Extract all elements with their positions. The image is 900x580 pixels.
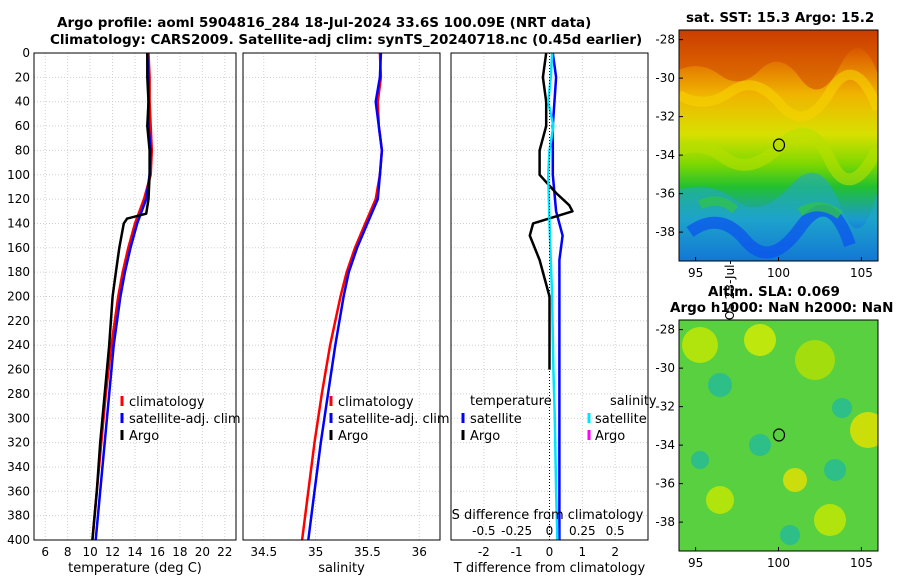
diff-legend-title-salinity: salinity (610, 394, 657, 409)
depth-tick-label: 280 (7, 387, 30, 401)
diff-axes-box (450, 52, 649, 541)
depth-tick-label: 160 (7, 241, 30, 255)
depth-tick-label: 340 (7, 460, 30, 474)
diff-xtick-label: 2 (611, 545, 619, 559)
sst-ytick-label: -30 (655, 71, 675, 85)
temp-axes-box (33, 52, 237, 541)
diff-legend-label: satellite (470, 412, 522, 427)
sst-ytick-label: -28 (655, 33, 675, 47)
temp-legend-label: Argo (129, 429, 159, 444)
temp-xtick-label: 12 (105, 545, 120, 559)
sal-legend-label: satellite-adj. clim (338, 412, 450, 427)
sla-xtick-label: 105 (850, 556, 873, 570)
diff-legend-label: Argo (470, 429, 500, 444)
depth-tick-label: 120 (7, 192, 30, 206)
depth-tick-label: 180 (7, 265, 30, 279)
depth-tick-label: 20 (15, 70, 30, 84)
sst-ytick-label: -38 (655, 225, 675, 239)
sla-ytick-label: -34 (655, 438, 675, 452)
diff-xtick-label: 1 (579, 545, 587, 559)
diff-legend-title-temperature: temperature (470, 394, 552, 409)
temp-xtick-label: 20 (195, 545, 210, 559)
diff-series-s-satellite (546, 52, 559, 541)
temp-xtick-label: 18 (172, 545, 187, 559)
sst-map (679, 30, 878, 261)
diff-s-xlabel: S difference from climatology (452, 508, 644, 523)
main-title-line1: Argo profile: aoml 5904816_284 18-Jul-20… (57, 15, 592, 31)
sla-ytick-label: -36 (655, 477, 675, 491)
diff-s-tick-label: 0 (546, 524, 554, 538)
sst-map-title: sat. SST: 15.3 Argo: 15.2 (686, 10, 875, 26)
diff-series-t-argo (528, 52, 574, 370)
sst-ytick-label: -36 (655, 187, 675, 201)
temp-xtick-label: 22 (217, 545, 232, 559)
sst-xtick-label: 105 (850, 266, 873, 280)
depth-tick-label: 380 (7, 509, 30, 523)
diff-legend-label: Argo (595, 429, 625, 444)
diff-s-tick-label: 0.25 (569, 524, 596, 538)
sal-xlabel: salinity (318, 561, 365, 576)
sst-ytick-label: -34 (655, 148, 675, 162)
diff-s-tick-label: -0.25 (501, 524, 532, 538)
sla-map (679, 320, 878, 551)
main-title-line2: Climatology: CARS2009. Satellite-adj cli… (50, 32, 643, 48)
sla-xtick-label: 95 (688, 556, 703, 570)
temp-xtick-label: 6 (41, 545, 49, 559)
sal-xtick-label: 34.5 (250, 545, 277, 559)
depth-tick-label: 220 (7, 314, 30, 328)
temp-xtick-label: 10 (82, 545, 97, 559)
sst-xtick-label: 100 (767, 266, 790, 280)
depth-tick-label: 80 (15, 143, 30, 157)
depth-tick-label: 300 (7, 411, 30, 425)
diff-xlabel: T difference from climatology (453, 561, 646, 576)
temp-series-argo (91, 53, 151, 541)
depth-tick-label: 360 (7, 484, 30, 498)
sal-series-satellite-adj-clim (307, 52, 384, 541)
sal-xtick-label: 35.5 (354, 545, 381, 559)
sla-ytick-label: -28 (655, 323, 675, 337)
depth-tick-label: 140 (7, 216, 30, 230)
depth-tick-label: 320 (7, 436, 30, 450)
temp-xtick-label: 16 (150, 545, 165, 559)
depth-tick-label: 100 (7, 168, 30, 182)
sal-xtick-label: 36 (412, 545, 427, 559)
depth-tick-label: 260 (7, 363, 30, 377)
depth-tick-label: 240 (7, 338, 30, 352)
sal-legend-label: Argo (338, 429, 368, 444)
sla-xtick-label: 100 (767, 556, 790, 570)
depth-tick-label: 0 (22, 46, 30, 60)
sla-ytick-label: -38 (655, 515, 675, 529)
temp-xtick-label: 8 (64, 545, 72, 559)
temp-legend-label: satellite-adj. clim (129, 412, 241, 427)
sla-map-title: Altim. SLA: 0.069 (708, 284, 840, 300)
temp-xtick-label: 14 (127, 545, 142, 559)
sal-legend-label: climatology (338, 395, 414, 410)
diff-s-tick-label: 0.5 (606, 524, 625, 538)
temp-legend-label: climatology (129, 395, 205, 410)
diff-xtick-label: 0 (546, 545, 554, 559)
sla-argo-marker (772, 428, 786, 442)
depth-tick-label: 40 (15, 95, 30, 109)
sst-argo-marker (772, 138, 786, 152)
sst-ytick-label: -32 (655, 110, 675, 124)
sla-ytick-label: -32 (655, 400, 675, 414)
argo-height-title: Argo h1000: NaN h2000: NaN (670, 300, 894, 316)
sal-axes-box (242, 52, 441, 541)
diff-xtick-label: -1 (511, 545, 523, 559)
depth-tick-label: 200 (7, 290, 30, 304)
diff-series-t-satellite (551, 52, 564, 540)
depth-tick-label: 400 (7, 533, 30, 547)
depth-tick-label: 60 (15, 119, 30, 133)
temp-xlabel: temperature (deg C) (68, 561, 202, 576)
diff-xtick-label: -2 (478, 545, 490, 559)
diff-s-tick-label: -0.5 (472, 524, 495, 538)
diff-legend-label: satellite (595, 412, 647, 427)
sal-xtick-label: 35 (308, 545, 323, 559)
sla-ytick-label: -30 (655, 361, 675, 375)
sst-xtick-label: 95 (688, 266, 703, 280)
